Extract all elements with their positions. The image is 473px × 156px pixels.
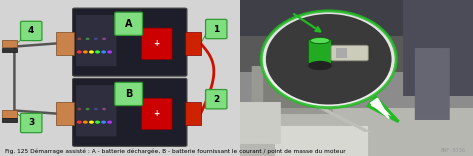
Circle shape (89, 121, 94, 124)
FancyBboxPatch shape (20, 21, 42, 41)
Bar (2, 110, 17, 117)
FancyBboxPatch shape (20, 113, 42, 133)
Text: 3: 3 (28, 119, 35, 127)
Text: +: + (154, 109, 160, 118)
Bar (56, 102, 74, 125)
Circle shape (94, 108, 98, 110)
Circle shape (102, 38, 106, 40)
Bar (2, 39, 17, 47)
FancyBboxPatch shape (141, 98, 172, 130)
FancyBboxPatch shape (76, 15, 116, 66)
Text: A: A (125, 19, 132, 29)
Text: +: + (154, 39, 160, 48)
Circle shape (86, 108, 89, 110)
Bar (56, 32, 74, 55)
Circle shape (77, 108, 81, 110)
Circle shape (95, 50, 100, 54)
Circle shape (101, 121, 106, 124)
Text: 2: 2 (213, 95, 219, 104)
Text: Fig. 125 Démarrage assisté : A - batterie déchargée, B - batterie fournissant le: Fig. 125 Démarrage assisté : A - batteri… (5, 149, 345, 154)
Circle shape (94, 38, 98, 40)
FancyBboxPatch shape (115, 82, 142, 106)
Circle shape (95, 121, 100, 124)
Circle shape (107, 50, 112, 54)
FancyBboxPatch shape (72, 78, 187, 146)
Circle shape (101, 50, 106, 54)
Bar (2, 118, 17, 122)
Circle shape (89, 50, 94, 54)
Polygon shape (371, 98, 389, 119)
FancyBboxPatch shape (331, 45, 368, 61)
Circle shape (83, 50, 88, 54)
FancyBboxPatch shape (308, 39, 332, 64)
Circle shape (102, 108, 106, 110)
Circle shape (83, 121, 88, 124)
Circle shape (77, 38, 81, 40)
FancyBboxPatch shape (141, 28, 172, 59)
FancyBboxPatch shape (206, 90, 227, 109)
Circle shape (77, 121, 82, 124)
Bar (185, 32, 201, 55)
FancyBboxPatch shape (72, 8, 187, 76)
Bar (2, 48, 17, 52)
Circle shape (107, 121, 112, 124)
Bar (336, 48, 347, 58)
Ellipse shape (310, 37, 330, 44)
Text: BNF-0736: BNF-0736 (441, 148, 466, 153)
Circle shape (77, 50, 82, 54)
Text: 1: 1 (213, 24, 219, 34)
FancyBboxPatch shape (206, 19, 227, 39)
FancyBboxPatch shape (115, 12, 142, 35)
Circle shape (86, 38, 89, 40)
Text: 4: 4 (28, 27, 35, 35)
Ellipse shape (261, 11, 396, 108)
Ellipse shape (308, 61, 332, 70)
Polygon shape (368, 97, 399, 122)
Bar (185, 102, 201, 125)
Ellipse shape (266, 14, 392, 105)
FancyBboxPatch shape (76, 85, 116, 136)
Text: B: B (125, 89, 132, 99)
